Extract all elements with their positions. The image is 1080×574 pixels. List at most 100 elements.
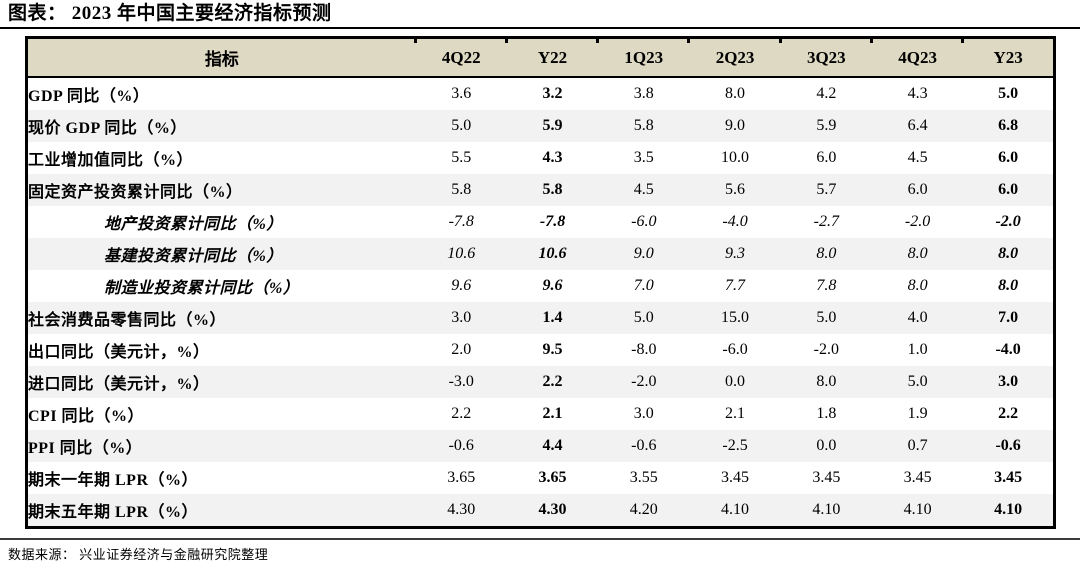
table-row: 制造业投资累计同比（%） 9.6 9.6 7.0 7.7 7.8 8.0 8.0 [27,270,1055,302]
cell-Y23-row2: 6.8 [963,110,1055,142]
cell-Y23-row6: 8.0 [963,238,1055,270]
table-row: 固定资产投资累计同比（%） 5.8 5.8 4.5 5.6 5.7 6.0 6.0 [26,174,1055,206]
cell-1Q23-row2: 5.8 [598,110,690,142]
cell-3Q23-row9: -2.0 [813,341,839,358]
cell-2Q23-row9: -6.0 [722,341,748,358]
table-row: 工业增加值同比（%） 5.5 4.3 3.5 10.0 6.0 4.5 6.0 [27,142,1055,174]
cell-1Q23-row6: 9.0 [598,238,690,270]
cell-1Q23-row1: 3.8 [633,85,654,102]
cell-Y22-row2: 5.9 [506,110,599,142]
cell-1Q23-row4: 4.5 [598,174,690,206]
table-row: GDP 同比（%） 3.6 3.2 3.8 8.0 4.2 4.3 5.0 [27,77,1055,110]
cell-4Q22-row13: 3.65 [447,469,476,486]
cell-4Q22-row8: 3.0 [415,302,507,334]
cell-1Q23-row9: -8.0 [631,341,657,358]
table-row: 出口同比（美元计，%） 2.0 9.5 -8.0 -6.0 -2.0 1.0 -4.0 [27,334,1055,366]
column-header-3q23: 3Q23 [778,36,872,78]
cell-Y23-row3: 6.0 [998,149,1019,166]
row-label: PPI 同比（%） [26,430,416,462]
cell-4Q23-row14: 4.10 [871,494,964,528]
row-label: 基建投资累计同比（%） [26,238,416,270]
table-header: 指标 4Q22 Y22 1Q23 2Q23 3Q23 4Q23 Y23 [26,36,1055,78]
row-label: 工业增加值同比（%） [28,152,194,169]
cell-1Q23-row13: 3.55 [629,469,658,486]
cell-Y23-row14: 4.10 [963,494,1055,528]
cell-4Q22-row11: 2.2 [451,405,472,422]
cell-Y22-row1: 3.2 [542,85,563,102]
column-header-1q23: 1Q23 [596,36,690,78]
column-header-4q22: 4Q22 [413,36,507,78]
cell-3Q23-row6: 8.0 [780,238,872,270]
cell-1Q23-row8: 5.0 [598,302,690,334]
cell-2Q23-row1: 8.0 [725,85,746,102]
cell-4Q23-row10: 5.0 [871,366,964,398]
data-source-note: 数据来源： 兴业证券经济与金融研究院整理 [8,547,269,562]
cell-Y22-row11: 2.1 [542,405,563,422]
cell-4Q22-row2: 5.0 [415,110,507,142]
row-label: 制造业投资累计同比（%） [104,280,300,297]
cell-2Q23-row12: -2.5 [689,430,781,462]
column-header-4q23: 4Q23 [869,36,964,78]
row-label: 出口同比（美元计，%） [28,344,210,361]
title-divider [0,27,1080,29]
cell-3Q23-row1: 4.2 [816,85,837,102]
cell-1Q23-row10: -2.0 [598,366,690,398]
cell-4Q22-row12: -0.6 [415,430,507,462]
row-label: 社会消费品零售同比（%） [26,302,416,334]
cell-Y23-row7: 8.0 [998,277,1019,294]
row-label: CPI 同比（%） [28,408,145,425]
cell-1Q23-row3: 3.5 [633,149,654,166]
cell-1Q23-row14: 4.20 [598,494,690,528]
cell-1Q23-row11: 3.0 [633,405,654,422]
table-row: CPI 同比（%） 2.2 2.1 3.0 2.1 1.8 1.9 2.2 [27,398,1055,430]
table-row: 基建投资累计同比（%） 10.6 10.6 9.0 9.3 8.0 8.0 8.0 [26,238,1055,270]
cell-3Q23-row7: 7.8 [816,277,837,294]
cell-Y22-row8: 1.4 [506,302,599,334]
cell-4Q23-row1: 4.3 [907,85,928,102]
cell-4Q23-row8: 4.0 [871,302,964,334]
cell-2Q23-row6: 9.3 [689,238,781,270]
cell-1Q23-row12: -0.6 [598,430,690,462]
cell-4Q22-row6: 10.6 [415,238,507,270]
cell-4Q23-row5: -2.0 [904,213,931,230]
cell-Y22-row13: 3.65 [538,469,567,486]
cell-4Q23-row2: 6.4 [871,110,964,142]
cell-3Q23-row3: 6.0 [816,149,837,166]
column-header-y22: Y22 [504,36,599,78]
cell-2Q23-row5: -4.0 [722,213,748,230]
cell-2Q23-row7: 7.7 [725,277,746,294]
cell-3Q23-row4: 5.7 [780,174,872,206]
cell-Y22-row5: -7.8 [539,213,566,230]
cell-Y22-row10: 2.2 [506,366,599,398]
table-row: 期末五年期 LPR（%） 4.30 4.30 4.20 4.10 4.10 4.10 4.10 [26,494,1055,528]
cell-4Q23-row6: 8.0 [871,238,964,270]
cell-Y23-row4: 6.0 [963,174,1055,206]
cell-Y22-row6: 10.6 [506,238,599,270]
header-row: 指标 4Q22 Y22 1Q23 2Q23 3Q23 4Q23 Y23 [26,36,1055,78]
cell-3Q23-row10: 8.0 [780,366,872,398]
cell-3Q23-row5: -2.7 [813,213,839,230]
cell-Y22-row12: 4.4 [506,430,599,462]
cell-Y22-row7: 9.6 [542,277,563,294]
cell-2Q23-row8: 15.0 [689,302,781,334]
cell-4Q22-row1: 3.6 [451,85,472,102]
figure-title: 图表： 2023 年中国主要经济指标预测 [8,3,332,24]
cell-2Q23-row10: 0.0 [689,366,781,398]
column-header-indicator: 指标 [26,37,416,78]
cell-2Q23-row11: 2.1 [725,405,746,422]
cell-2Q23-row13: 3.45 [721,469,750,486]
cell-4Q22-row5: -7.8 [448,213,474,230]
table-body: GDP 同比（%） 3.6 3.2 3.8 8.0 4.2 4.3 5.0 现价 GDP 同比（… [26,77,1055,528]
table-row: 进口同比（美元计，%） -3.0 2.2 -2.0 0.0 8.0 5.0 3.0 [26,366,1055,398]
cell-4Q23-row9: 1.0 [907,341,928,358]
column-header-y23: Y23 [961,36,1055,78]
cell-4Q22-row3: 5.5 [451,149,472,166]
cell-Y22-row4: 5.8 [506,174,599,206]
row-label: GDP 同比（%） [28,88,150,105]
cell-4Q23-row11: 1.9 [907,405,928,422]
cell-3Q23-row13: 3.45 [812,469,841,486]
row-label: 地产投资累计同比（%） [104,216,283,233]
cell-3Q23-row12: 0.0 [780,430,872,462]
table-row: 现价 GDP 同比（%） 5.0 5.9 5.8 9.0 5.9 6.4 6.8 [26,110,1055,142]
table-row: 期末一年期 LPR（%） 3.65 3.65 3.55 3.45 3.45 3.45 3.45 [27,462,1055,494]
